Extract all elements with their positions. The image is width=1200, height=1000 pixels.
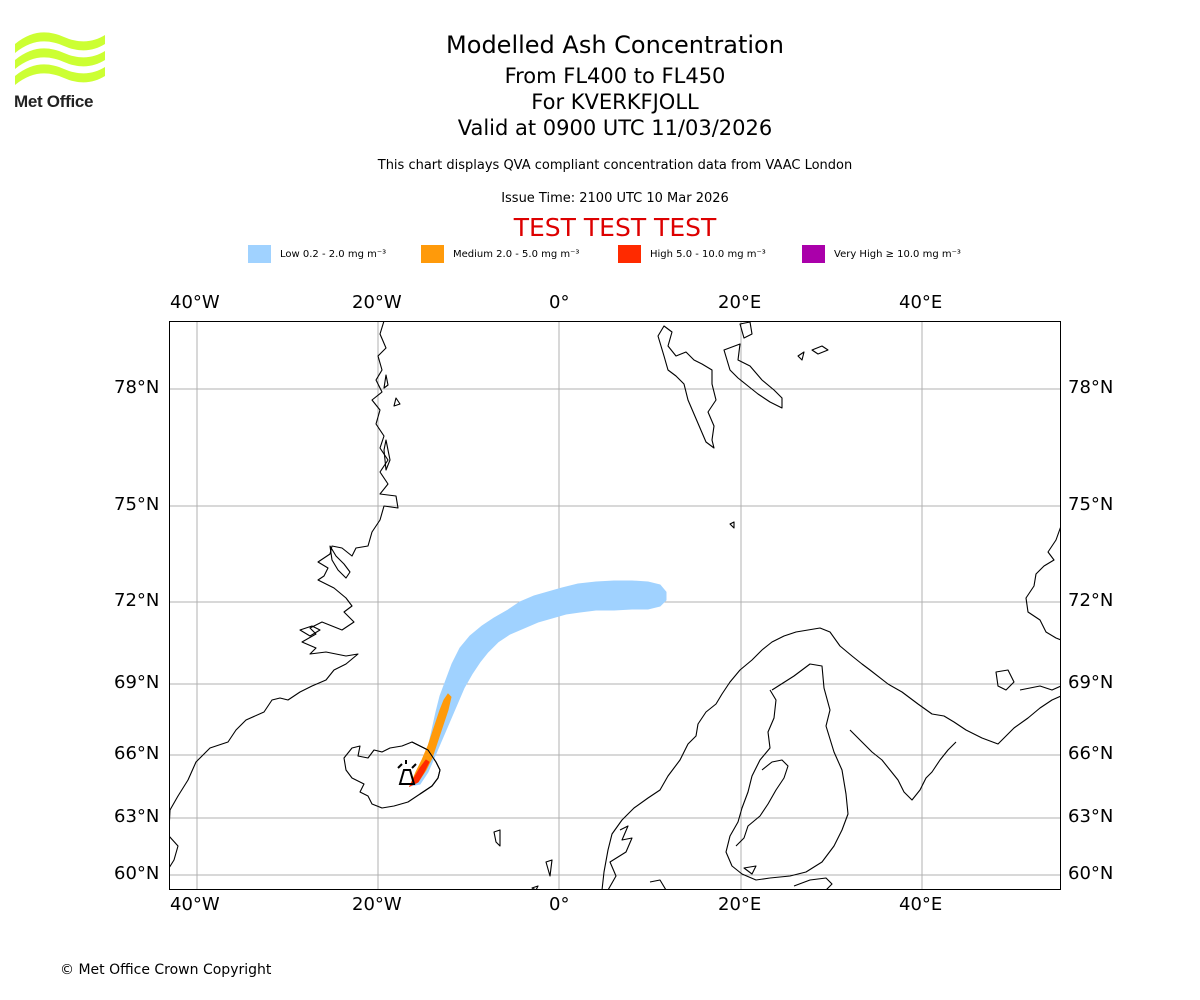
lat-tick-left-60n: 60°N — [114, 863, 160, 884]
lat-tick-right-78n: 78°N — [1068, 377, 1114, 398]
issue-time: Issue Time: 2100 UTC 10 Mar 2026 — [501, 191, 729, 206]
coastlines — [169, 321, 1061, 890]
lat-tick-right-66n: 66°N — [1068, 743, 1114, 764]
lon-tick-top-20w: 20°W — [352, 292, 402, 313]
lat-tick-right-69n: 69°N — [1068, 672, 1114, 693]
legend-item-low: Low 0.2 - 2.0 mg m⁻³ — [248, 244, 386, 264]
legend-swatch-low — [248, 245, 271, 263]
lon-tick-top-40e: 40°E — [899, 292, 943, 313]
lon-tick-bottom-0: 0° — [549, 894, 570, 915]
legend-label-very-high: Very High ≥ 10.0 mg m⁻³ — [834, 248, 961, 260]
lon-tick-bottom-40e: 40°E — [899, 894, 943, 915]
legend-item-very-high: Very High ≥ 10.0 mg m⁻³ — [802, 244, 961, 264]
legend-item-high: High 5.0 - 10.0 mg m⁻³ — [618, 244, 766, 264]
lon-tick-top-20e: 20°E — [718, 292, 762, 313]
ash-plume-low — [408, 580, 667, 787]
ash-plume-high — [408, 759, 430, 788]
lat-tick-left-66n: 66°N — [114, 743, 160, 764]
legend-swatch-very-high — [802, 245, 825, 263]
lat-tick-right-63n: 63°N — [1068, 806, 1114, 827]
greenland-coast — [169, 321, 399, 869]
lat-tick-right-72n: 72°N — [1068, 590, 1114, 611]
lon-tick-bottom-20w: 20°W — [352, 894, 402, 915]
chart-description: This chart displays QVA compliant concen… — [377, 158, 853, 173]
lat-tick-left-69n: 69°N — [114, 672, 160, 693]
valid-time: Valid at 0900 UTC 11/03/2026 — [457, 116, 773, 140]
scandinavia-coast — [601, 627, 1061, 890]
ash-plume-medium — [409, 693, 452, 788]
chart-title: Modelled Ash Concentration — [446, 31, 784, 59]
lon-tick-bottom-20e: 20°E — [718, 894, 762, 915]
legend-label-low: Low 0.2 - 2.0 mg m⁻³ — [280, 248, 387, 260]
lon-tick-top-40w: 40°W — [170, 292, 220, 313]
legend-label-medium: Medium 2.0 - 5.0 mg m⁻³ — [453, 248, 580, 260]
legend-swatch-medium — [421, 245, 444, 263]
lat-tick-left-72n: 72°N — [114, 590, 160, 611]
lat-tick-left-75n: 75°N — [114, 494, 160, 515]
flight-levels: From FL400 to FL450 — [504, 64, 726, 88]
ash-concentration-map — [169, 321, 1061, 890]
svalbard-coast — [657, 325, 717, 449]
legend-item-medium: Medium 2.0 - 5.0 mg m⁻³ — [421, 244, 579, 264]
lat-tick-left-78n: 78°N — [114, 377, 160, 398]
lat-tick-right-60n: 60°N — [1068, 863, 1114, 884]
legend-swatch-high — [618, 245, 641, 263]
legend-label-high: High 5.0 - 10.0 mg m⁻³ — [650, 248, 766, 260]
lat-tick-right-75n: 75°N — [1068, 494, 1114, 515]
met-office-logo-text: Met Office — [14, 92, 94, 111]
copyright-notice: © Met Office Crown Copyright — [60, 962, 272, 978]
volcano-name: For KVERKFJOLL — [531, 90, 699, 114]
volcano-marker-icon — [397, 760, 417, 785]
lon-tick-bottom-40w: 40°W — [170, 894, 220, 915]
met-office-logo-icon — [15, 32, 105, 85]
lon-tick-top-0: 0° — [549, 292, 570, 313]
lat-tick-left-63n: 63°N — [114, 806, 160, 827]
test-banner: TEST TEST TEST — [513, 213, 717, 242]
